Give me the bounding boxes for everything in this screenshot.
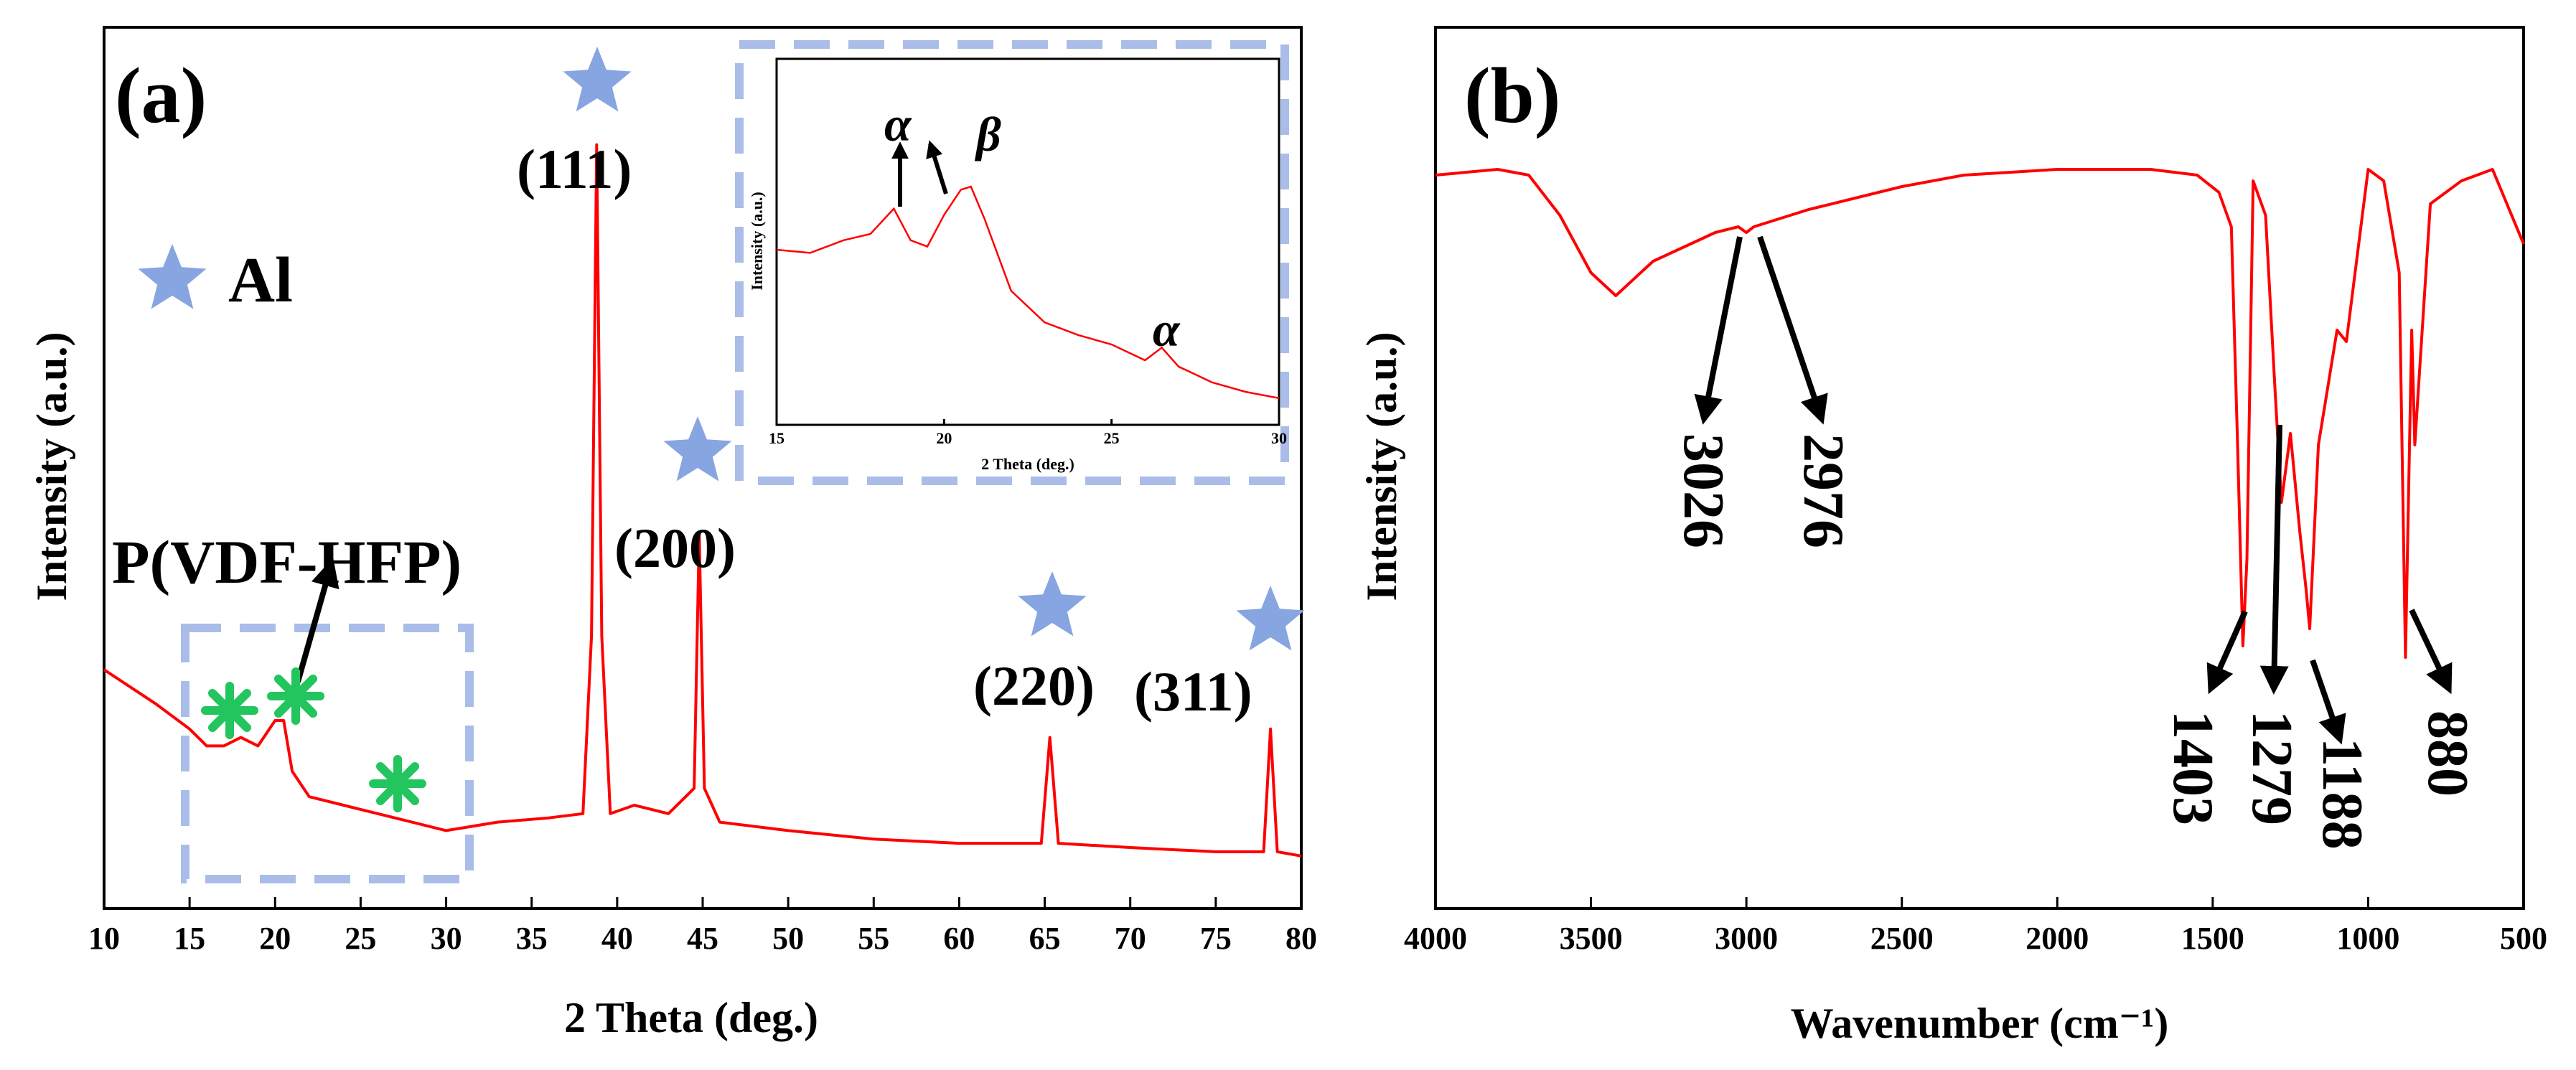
inset-x-tick-label: 30 xyxy=(1271,429,1287,447)
legend-al-label: Al xyxy=(228,245,293,316)
legend-star-icon xyxy=(138,244,207,309)
panel-b-x-tick-label: 500 xyxy=(2500,921,2547,956)
inset-y-title: Intensity (a.u.) xyxy=(748,192,766,291)
inset-x-title: 2 Theta (deg.) xyxy=(981,455,1074,473)
panel-a-x-tick-label: 75 xyxy=(1200,921,1232,956)
arrow-1188 xyxy=(2310,659,2346,745)
panel-b-x-tick-label: 3000 xyxy=(1715,921,1778,956)
panel-a-x-tick-label: 25 xyxy=(345,921,376,956)
panel-b-x-tick-label: 2000 xyxy=(2025,921,2089,956)
panel-b-frame xyxy=(1434,26,2525,910)
xrd-curve xyxy=(103,143,1302,858)
panel-b-x-tick-label: 3500 xyxy=(1560,921,1623,956)
inset-x-tick-label: 25 xyxy=(1104,429,1120,447)
panel-b-x-tick-label: 1000 xyxy=(2336,921,2399,956)
arrow-1279 xyxy=(2259,424,2289,695)
ftir-curve xyxy=(1435,168,2525,659)
panel-a-x-tick-label: 20 xyxy=(259,921,291,956)
panel-a-x-ticks: 10 15 20 25 30 35 40 45 50 55 60 65 70 75 80 xyxy=(88,897,1317,956)
asterisk-stroke xyxy=(274,675,317,718)
panel-b-label: (b) xyxy=(1464,52,1560,139)
ir-label-1403: 1403 xyxy=(2161,710,2224,825)
panel-b: 4000 3500 3000 2500 2000 1500 1000 500 (b) 3026… xyxy=(1358,26,2547,1047)
peak-220-star-icon xyxy=(1018,571,1087,637)
peak-label-111: (111) xyxy=(517,138,632,200)
inset-arrow-2 xyxy=(926,140,948,194)
asterisk-icon xyxy=(201,682,258,739)
asterisk-icon xyxy=(267,667,324,725)
arrow-1403 xyxy=(2206,610,2248,695)
inset-alpha2-label: α xyxy=(1153,302,1181,357)
peak-111-star-icon xyxy=(563,47,632,112)
inset-x-ticks: 15 20 25 30 xyxy=(769,419,1287,447)
pvdf-arrow xyxy=(295,558,339,683)
inset: 15 20 25 30 2 Theta (deg.) Intensity (a.u.)… xyxy=(735,40,1289,485)
asterisk-icon xyxy=(369,755,426,812)
arrow-2976 xyxy=(1757,235,1828,425)
panel-a-x-tick-label: 40 xyxy=(601,921,633,956)
peak-label-311: (311) xyxy=(1134,660,1252,723)
ir-label-3026: 3026 xyxy=(1672,433,1735,548)
peak-311-star-icon xyxy=(1236,586,1305,651)
panel-b-x-ticks: 4000 3500 3000 2500 2000 1500 1000 500 xyxy=(1404,897,2547,956)
peak-label-220: (220) xyxy=(973,654,1095,717)
ir-label-1279: 1279 xyxy=(2240,710,2303,825)
panel-b-x-tick-label: 4000 xyxy=(1404,921,1467,956)
peak-label-200: (200) xyxy=(614,517,736,579)
pvdf-region-box xyxy=(181,624,474,883)
panel-a-x-title: 2 Theta (deg.) xyxy=(564,994,818,1041)
ir-label-880: 880 xyxy=(2416,710,2479,797)
pvdf-hfp-label: P(VDF-HFP) xyxy=(112,527,462,596)
panel-a-y-title: Intensity (a.u.) xyxy=(28,332,75,601)
inset-dashed-frame xyxy=(735,40,1289,485)
panel-b-y-title: Intensity (a.u.) xyxy=(1358,332,1405,601)
ir-label-1188: 1188 xyxy=(2310,738,2374,850)
panel-a-x-tick-label: 65 xyxy=(1029,921,1061,956)
inset-frame xyxy=(775,57,1280,426)
inset-x-tick-label: 15 xyxy=(769,429,784,447)
panel-a-x-tick-label: 45 xyxy=(687,921,718,956)
inset-curve xyxy=(776,185,1280,400)
arrow-880 xyxy=(2409,609,2453,695)
panel-a-x-tick-label: 35 xyxy=(516,921,548,956)
panel-a-x-tick-label: 30 xyxy=(431,921,462,956)
panel-a-x-tick-label: 50 xyxy=(772,921,804,956)
panel-a-x-tick-label: 10 xyxy=(88,921,120,956)
inset-x-tick-label: 20 xyxy=(936,429,952,447)
peak-200-star-icon xyxy=(663,416,732,482)
panel-a-x-tick-label: 55 xyxy=(858,921,889,956)
panel-a-x-tick-label: 70 xyxy=(1115,921,1146,956)
inset-beta-label: β xyxy=(974,107,1001,161)
asterisk-stroke xyxy=(208,689,251,732)
asterisk-stroke xyxy=(376,762,419,805)
arrow-3026 xyxy=(1694,236,1743,425)
panel-a-x-tick-label: 60 xyxy=(943,921,975,956)
panel-a-label: (a) xyxy=(115,52,207,139)
inset-alpha-label: α xyxy=(884,97,912,151)
panel-a: 10 15 20 25 30 35 40 45 50 55 60 65 70 75 80 (a) Al (1… xyxy=(28,26,1317,1041)
ir-label-2976: 2976 xyxy=(1792,433,1855,548)
panel-b-x-tick-label: 1500 xyxy=(2181,921,2244,956)
panel-b-x-title: Wavenumber (cm⁻¹) xyxy=(1791,1000,2169,1047)
panel-a-x-tick-label: 15 xyxy=(174,921,205,956)
panel-a-x-tick-label: 80 xyxy=(1285,921,1317,956)
panel-b-x-tick-label: 2500 xyxy=(1870,921,1934,956)
